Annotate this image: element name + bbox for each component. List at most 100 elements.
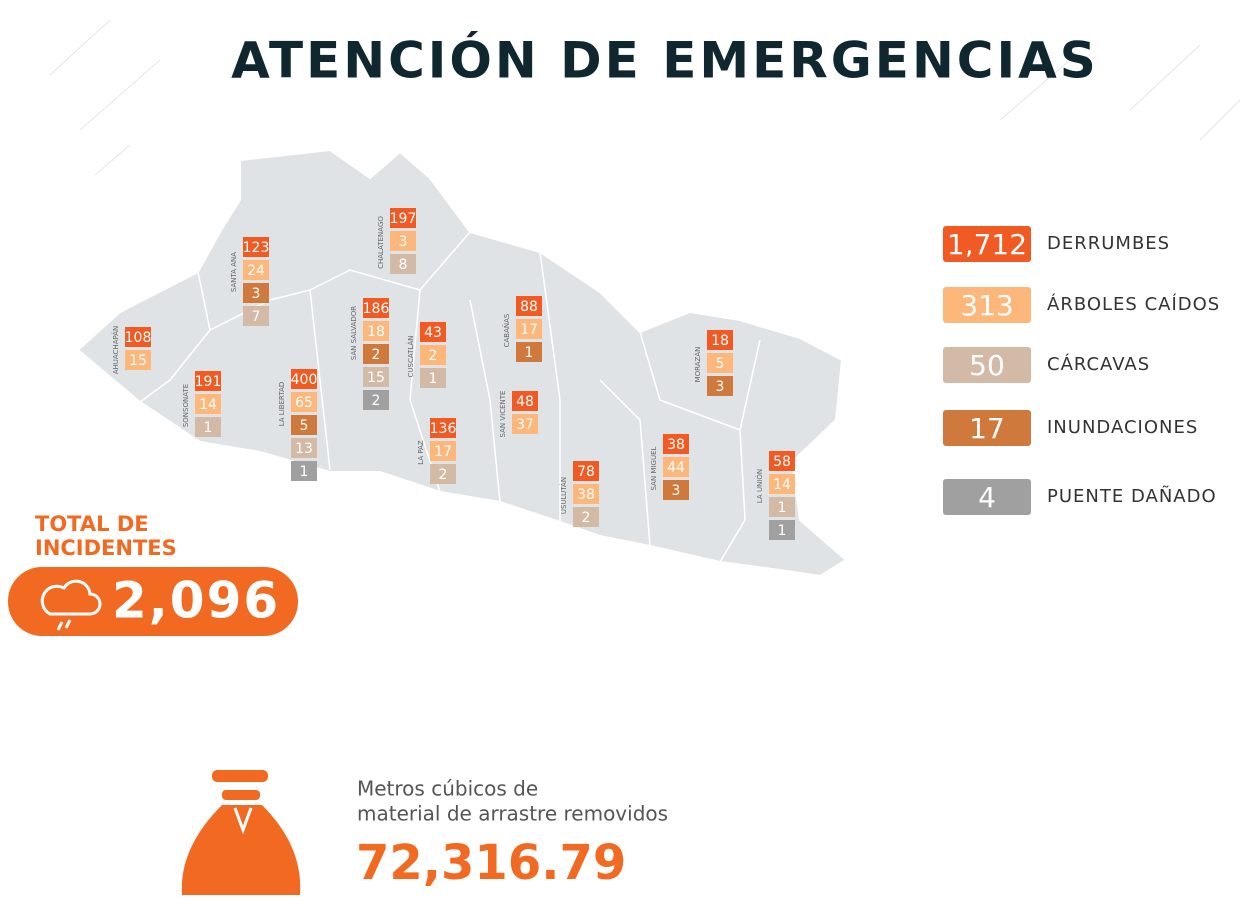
department: AHUACHAPÁN 108 15 [111,326,151,375]
department-name: SONSONATE [182,384,190,427]
count-box [430,418,456,438]
count-value: 58 [773,454,791,470]
count-value: 2 [372,393,381,409]
count-box [291,369,317,389]
department-borders [139,231,761,563]
count-box [363,367,389,387]
legend-box [943,410,1031,446]
count-value: 18 [367,324,385,340]
count-box [430,464,456,484]
count-value: 8 [399,257,408,273]
count-box [390,208,416,228]
count-value: 13 [295,441,313,457]
count-box [195,371,221,391]
department: USULUTÁN 78 38 2 [559,461,599,527]
total-title: INCIDENTES [35,536,177,560]
count-value: 37 [516,417,534,433]
legend-label: INUNDACIONES [1047,417,1198,438]
count-box [243,283,269,303]
count-box [390,231,416,251]
count-box [769,520,795,540]
count-value: 2 [439,467,448,483]
legend: 1,712 DERRUMBES 313 ÁRBOLES CAÍDOS 50 CÁRCAVA… [943,226,1219,515]
department-name: LA UNIÓN [755,469,764,503]
count-box [516,296,542,316]
count-value: 44 [667,460,685,476]
department: SANTA ANA 123 24 3 7 [230,237,269,326]
department-name: SANTA ANA [230,252,238,292]
count-value: 186 [363,301,390,317]
country-map [76,148,848,578]
material-text: Metros cúbicos de [357,777,538,801]
legend-box [943,479,1031,515]
count-box [512,414,538,434]
decor-lines [49,19,1241,176]
department-name: SAN MIGUEL [650,447,658,491]
legend-box [943,287,1031,323]
count-box [516,342,542,362]
legend-label: DERRUMBES [1047,233,1170,254]
legend-value: 4 [978,481,996,514]
count-box [663,457,689,477]
department: LA UNIÓN 58 14 1 1 [755,451,795,540]
count-value: 5 [716,356,725,372]
count-value: 2 [429,348,438,364]
count-box [363,298,389,318]
department-name: CHALATENAGO [377,216,385,269]
department: CUSCATLÁN 43 2 1 [406,322,446,388]
title: ATENCIÓN DE EMERGENCIAS [231,31,1099,90]
count-box [243,260,269,280]
department-name: CABAÑAS [502,313,511,347]
count-value: 191 [195,374,222,390]
department-name: CUSCATLÁN [406,336,415,378]
count-box [420,322,446,342]
count-box [512,391,538,411]
count-box [769,474,795,494]
count-box [363,344,389,364]
count-value: 14 [773,477,791,493]
count-box [573,461,599,481]
count-box [573,484,599,504]
department-name: MORAZÁN [693,347,702,383]
count-box [195,417,221,437]
count-value: 1 [300,464,309,480]
department-name: LA LIBERTAD [278,382,286,427]
bag-tie [233,807,253,835]
department-name: USULUTÁN [559,477,568,514]
count-value: 43 [424,325,442,341]
count-box [707,353,733,373]
count-value: 1 [778,500,787,516]
count-value: 15 [129,353,147,369]
count-box [390,254,416,274]
count-box [363,321,389,341]
legend-value: 1,712 [947,228,1027,261]
count-box [516,319,542,339]
total-pill [8,567,298,636]
total-value: 2,096 [112,572,280,630]
count-value: 3 [399,234,408,250]
count-value: 1 [525,345,534,361]
count-box [707,330,733,350]
bag-icon [181,770,301,895]
count-box [291,415,317,435]
count-box [243,237,269,257]
department: LA LIBERTAD 400 65 5 13 1 [278,369,317,481]
count-value: 38 [577,487,595,503]
department: SAN SALVADOR 186 18 2 15 2 [350,298,389,410]
count-box [363,390,389,410]
count-box [195,394,221,414]
department-name: SAN VICENTE [499,391,507,438]
count-value: 14 [199,397,217,413]
legend-value: 50 [969,349,1005,382]
count-value: 17 [520,322,538,338]
department-name: LA PAZ [417,440,425,465]
count-value: 123 [243,240,270,256]
legend-label: PUENTE DAÑADO [1047,485,1217,507]
count-value: 7 [252,309,261,325]
count-value: 1 [204,420,213,436]
department: MORAZÁN 18 5 3 [693,330,733,396]
count-value: 136 [430,421,457,437]
count-value: 400 [291,372,318,388]
material-value: 72,316.79 [356,835,626,891]
